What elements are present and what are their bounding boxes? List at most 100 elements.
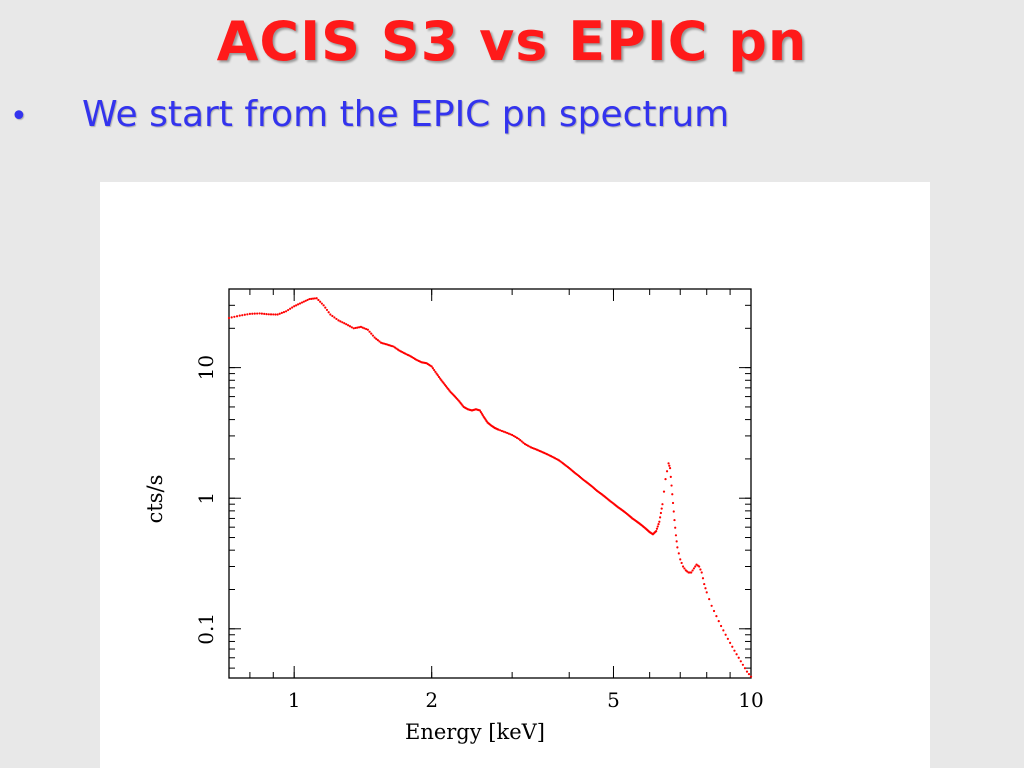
data-point [511, 433, 514, 437]
y-tick-label: 0.1 [194, 613, 218, 645]
data-point [274, 313, 277, 316]
data-point [675, 540, 678, 543]
data-point [308, 297, 311, 301]
data-point [431, 367, 435, 370]
data-point [315, 297, 318, 300]
data-point [371, 334, 375, 337]
data-point [690, 571, 693, 574]
data-point [729, 641, 732, 644]
data-point [724, 633, 727, 636]
data-point [505, 431, 509, 435]
data-point [359, 325, 363, 329]
data-point [324, 306, 327, 309]
data-point [333, 316, 336, 319]
data-point [343, 322, 346, 325]
data-point [293, 305, 296, 308]
data-point [680, 561, 683, 565]
data-point [227, 316, 231, 320]
y-tick-label: 10 [194, 355, 218, 380]
data-point [655, 527, 659, 530]
data-point [509, 433, 512, 436]
data-point [437, 375, 441, 379]
x-tick-label: 2 [425, 688, 438, 712]
data-point [322, 304, 325, 307]
data-point [683, 567, 686, 570]
data-point [352, 327, 355, 330]
data-point [243, 313, 246, 316]
slide-title: ACIS S3 vs EPIC pn [216, 10, 808, 73]
data-point [441, 380, 444, 383]
data-point [672, 510, 675, 513]
data-point [337, 319, 340, 322]
data-point [719, 624, 723, 628]
data-point [341, 321, 344, 324]
data-point [248, 312, 251, 315]
data-point [669, 475, 672, 478]
data-point [265, 312, 268, 316]
data-point [519, 439, 522, 442]
data-point [310, 297, 313, 300]
data-point [287, 308, 290, 312]
data-point [339, 320, 342, 323]
data-point [668, 464, 671, 467]
data-point [365, 327, 368, 331]
y-tick-label: 1 [194, 492, 218, 505]
data-point [479, 410, 482, 414]
data-point [298, 302, 302, 305]
data-point [708, 598, 711, 601]
data-point [520, 440, 523, 443]
data-point [313, 297, 316, 300]
data-point [347, 324, 350, 327]
data-point [676, 546, 679, 549]
data-point [733, 649, 736, 652]
data-point [317, 298, 320, 302]
data-point [276, 313, 279, 316]
y-axis-label: cts/s [143, 475, 167, 524]
data-point [335, 317, 338, 321]
data-point [722, 629, 725, 632]
bullet-text: We start from the EPIC pn spectrum [82, 94, 730, 135]
data-point [694, 565, 697, 568]
data-point [233, 315, 236, 318]
data-point [354, 326, 357, 330]
data-point [507, 432, 510, 435]
data-point [269, 313, 273, 316]
data-point [515, 436, 519, 439]
data-point [667, 462, 670, 465]
data-point [662, 490, 666, 493]
data-point [671, 501, 675, 505]
data-point [673, 518, 676, 522]
data-point [366, 328, 369, 331]
data-point [674, 526, 677, 529]
x-axis-label: Energy [keV] [405, 720, 545, 744]
data-point [703, 582, 706, 586]
data-point [263, 312, 266, 315]
data-point [502, 430, 505, 433]
data-point [302, 300, 305, 303]
data-point [311, 297, 315, 300]
data-point [253, 312, 256, 315]
data-point [659, 511, 663, 515]
data-point [251, 312, 254, 315]
data-point [325, 308, 329, 312]
data-point [376, 339, 379, 342]
data-point [739, 660, 742, 663]
data-point [749, 675, 753, 678]
bullet-point: • We start from the EPIC pn spectrum [10, 94, 729, 135]
data-point [434, 370, 437, 373]
data-point [278, 312, 281, 315]
data-point [671, 493, 674, 496]
data-point [361, 326, 364, 329]
data-point [230, 316, 233, 319]
data-point [481, 414, 484, 417]
data-point [717, 619, 720, 623]
data-point [436, 374, 439, 377]
data-point [701, 577, 705, 580]
data-point [363, 327, 366, 330]
bullet-marker: • [10, 99, 28, 134]
data-point [331, 314, 334, 318]
data-point [655, 530, 658, 533]
data-point [319, 300, 322, 303]
data-point [726, 637, 729, 640]
data-point [522, 441, 525, 444]
